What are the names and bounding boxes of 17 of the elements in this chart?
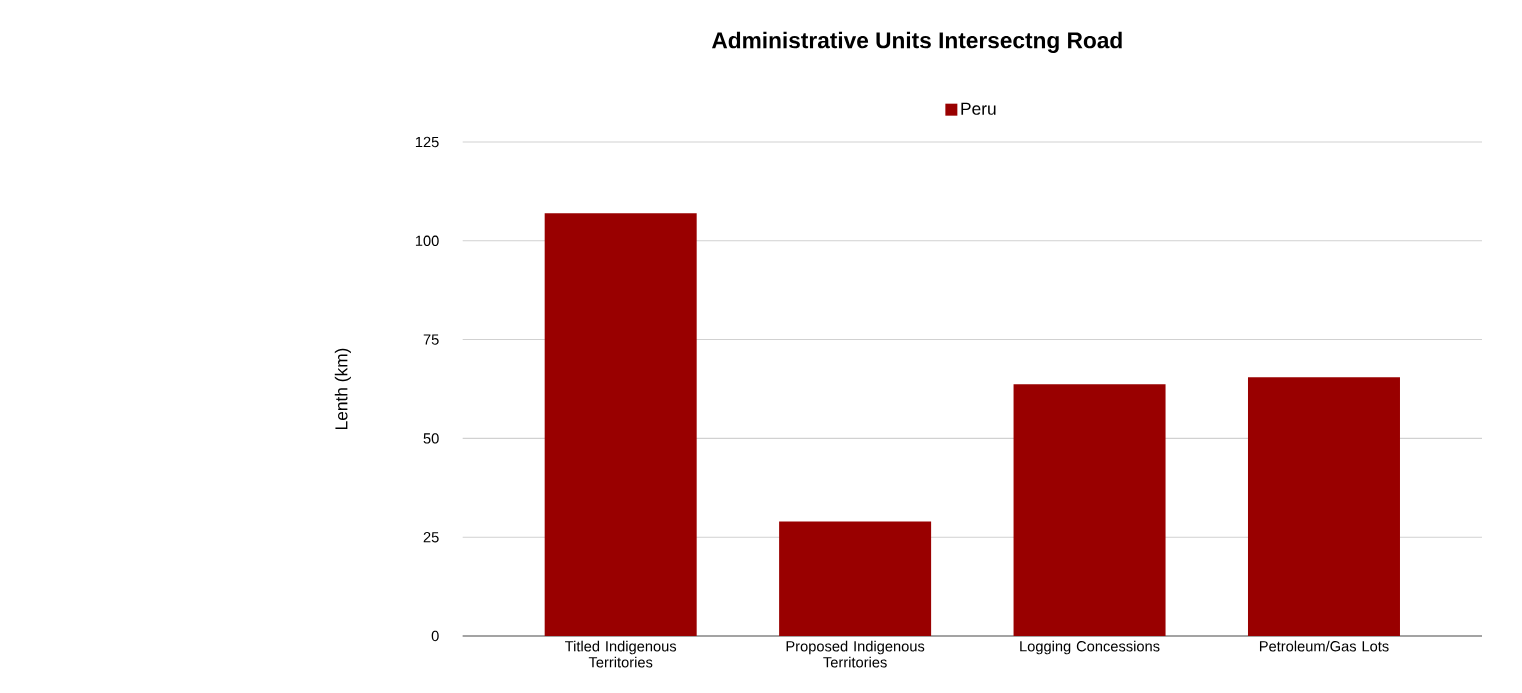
y-tick-label: 125: [415, 136, 439, 148]
y-axis-title: Lenth (km): [334, 348, 351, 429]
chart-title: Administrative Units Intersectng Road: [711, 31, 1122, 53]
y-tick-label: 100: [415, 235, 439, 246]
y-tick-label: 25: [423, 532, 439, 543]
bar: [1247, 377, 1400, 636]
bar: [544, 213, 697, 636]
x-tick-label: Proposed Indigenous Territories: [786, 640, 925, 668]
y-tick-label: 50: [423, 433, 439, 444]
x-tick-label: Petroleum/Gas Lots: [1259, 640, 1389, 652]
y-tick-label: 75: [423, 334, 439, 345]
y-tick-label: 0: [431, 630, 439, 642]
x-tick-label: Logging Concessions: [1020, 640, 1160, 655]
bar: [1013, 384, 1166, 636]
x-tick-label: Titled Indigenous Territories: [565, 640, 677, 668]
legend-label: Peru: [961, 102, 996, 115]
bar: [779, 521, 932, 636]
